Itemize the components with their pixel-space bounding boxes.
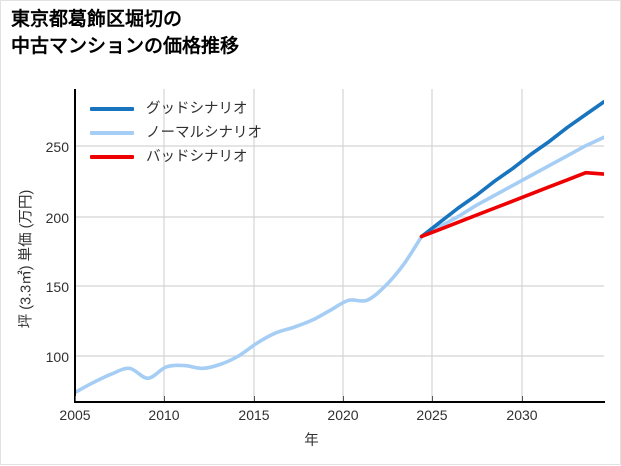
x-tickmark-2005 <box>75 396 76 401</box>
y-tick-100: 100 <box>45 349 69 365</box>
y-tick-labels: 250 200 150 100 <box>1 1 69 466</box>
y-tick-150: 150 <box>45 279 69 295</box>
y-axis-label: 坪 (3.3㎡) 単価 (万円) <box>13 119 37 399</box>
x-tick-2010: 2010 <box>148 407 180 423</box>
x-axis-spine <box>74 401 605 403</box>
x-tickmark-2025 <box>432 396 433 401</box>
x-axis-label: 年 <box>304 433 319 449</box>
legend-label-good: グッドシナリオ <box>146 100 248 117</box>
x-tickmark-2010 <box>164 396 165 401</box>
x-tick-2020: 2020 <box>327 407 359 423</box>
legend-label-normal: ノーマルシナリオ <box>146 124 262 141</box>
x-tickmark-2020 <box>343 396 344 401</box>
chart-legend: グッドシナリオ ノーマルシナリオ バッドシナリオ <box>86 93 270 173</box>
plot-area <box>75 89 604 401</box>
y-tick-250: 250 <box>45 139 69 155</box>
x-tick-2015: 2015 <box>238 407 270 423</box>
x-tickmark-2015 <box>254 396 255 401</box>
page-title: 東京都葛飾区堀切の 中古マンションの価格推移 <box>11 9 240 57</box>
legend-item-bad[interactable]: バッドシナリオ <box>90 145 262 169</box>
legend-swatch-bad <box>90 155 134 159</box>
y-tick-200: 200 <box>45 210 69 226</box>
chart-svg <box>75 89 604 401</box>
legend-item-normal[interactable]: ノーマルシナリオ <box>90 121 262 145</box>
gridlines <box>75 89 604 401</box>
legend-swatch-good <box>90 107 134 111</box>
legend-swatch-normal <box>90 131 134 135</box>
y-axis-label-text: 坪 (3.3㎡) 単価 (万円) <box>18 189 35 329</box>
series-paths <box>75 99 604 395</box>
legend-label-bad: バッドシナリオ <box>146 148 248 165</box>
x-tick-2005: 2005 <box>59 407 91 423</box>
x-tickmark-2030 <box>522 396 523 401</box>
y-axis-spine <box>74 89 76 402</box>
legend-item-good[interactable]: グッドシナリオ <box>90 97 262 121</box>
x-tick-2030: 2030 <box>506 407 538 423</box>
x-tick-2025: 2025 <box>416 407 448 423</box>
